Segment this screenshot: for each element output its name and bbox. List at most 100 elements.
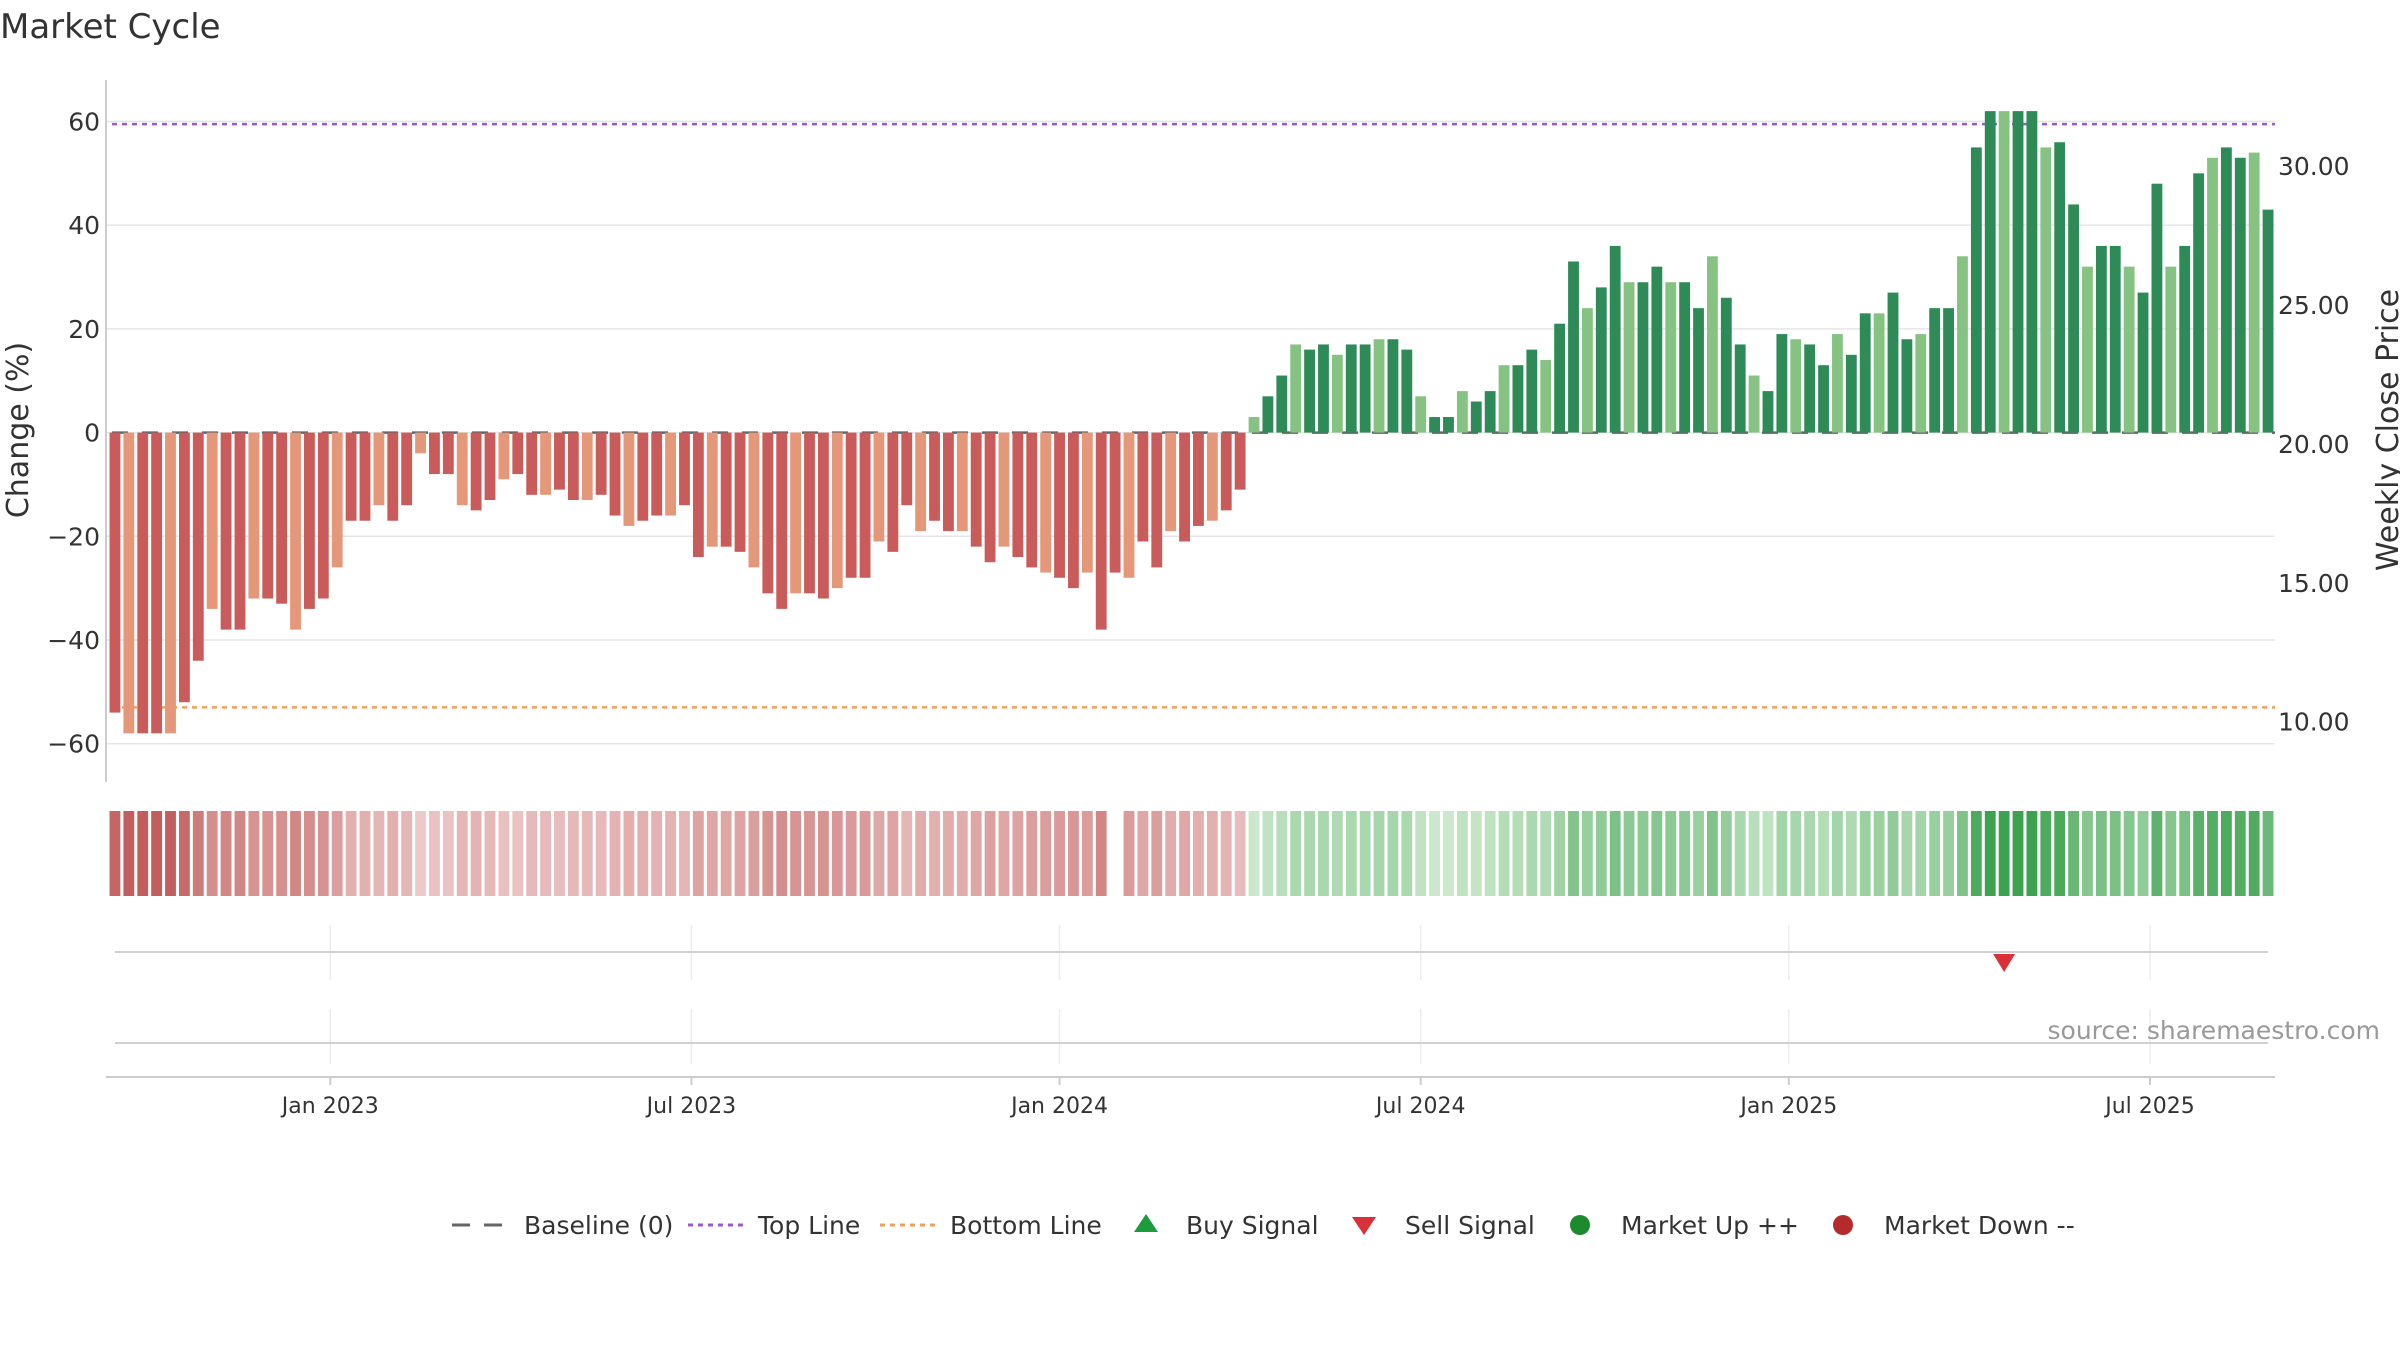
change-bar	[1331, 354, 1343, 433]
heat-cell	[831, 811, 843, 896]
heat-cell	[942, 811, 954, 896]
heat-cell	[734, 811, 746, 896]
legend-item: Market Up ++	[1570, 1211, 1799, 1240]
heat-cell	[2109, 811, 2121, 896]
change-bar	[2040, 147, 2052, 433]
heat-cell	[1957, 811, 1968, 896]
heat-cell	[1665, 811, 1677, 896]
change-bar	[623, 432, 635, 526]
heat-cell	[2165, 811, 2177, 896]
change-bar	[290, 432, 301, 630]
heat-cell	[2123, 811, 2135, 896]
change-bar	[859, 432, 871, 578]
change-bar	[1429, 417, 1441, 433]
change-bar	[1540, 360, 1552, 433]
heat-cell	[1123, 811, 1135, 896]
change-bar	[1970, 147, 1982, 433]
heat-cell	[1484, 811, 1496, 896]
heat-cell	[1720, 811, 1732, 896]
y-tick-label: −20	[47, 522, 100, 551]
change-bar	[387, 432, 399, 521]
change-bar	[331, 432, 343, 568]
change-bar	[790, 432, 802, 594]
change-bar	[1054, 432, 1065, 578]
heat-cell	[901, 811, 913, 896]
heat-cell	[2026, 811, 2038, 896]
heat-cell	[970, 811, 982, 896]
heat-cell	[2179, 811, 2191, 896]
change-bar	[1484, 391, 1496, 433]
change-bar	[1762, 391, 1774, 433]
change-bar	[1623, 282, 1635, 433]
heat-cell	[1248, 811, 1260, 896]
heat-cell	[762, 811, 774, 896]
legend-item: Market Down --	[1833, 1211, 2075, 1240]
change-bar	[1651, 266, 1663, 433]
change-bar	[1248, 417, 1260, 433]
change-bar	[415, 432, 426, 454]
legend-item: Baseline (0)	[452, 1211, 673, 1240]
heat-cell	[929, 811, 940, 896]
heat-cell	[1845, 811, 1857, 896]
heat-cell	[1526, 811, 1538, 896]
heat-cell	[165, 811, 176, 896]
change-bar	[2054, 142, 2066, 433]
change-bar	[1401, 349, 1413, 433]
change-bar	[178, 432, 190, 703]
change-bar	[2082, 266, 2093, 433]
heat-cell	[1470, 811, 1482, 896]
heat-cell	[1387, 811, 1399, 896]
legend-item: Buy Signal	[1134, 1211, 1319, 1240]
change-bar	[2248, 152, 2260, 433]
change-bar	[1234, 432, 1246, 490]
heat-cell	[276, 811, 288, 896]
heat-cell	[1095, 811, 1107, 896]
change-bar	[1957, 256, 1968, 433]
change-bar	[1609, 245, 1621, 433]
change-bar	[1693, 308, 1704, 433]
change-bar	[1123, 432, 1135, 578]
heat-cell	[554, 811, 565, 896]
heat-cell	[415, 811, 426, 896]
change-bar	[1068, 432, 1079, 589]
heat-cell	[1623, 811, 1635, 896]
heat-cell	[2095, 811, 2107, 896]
heat-cell	[915, 811, 927, 896]
x-tick-label: Jan 2025	[1738, 1094, 1837, 1119]
change-bar	[1568, 261, 1579, 433]
change-bar	[1276, 375, 1288, 433]
change-bar	[1387, 339, 1399, 433]
change-bar	[2123, 266, 2135, 433]
heat-cell	[651, 811, 663, 896]
heat-cell	[2220, 811, 2232, 896]
change-bar	[1859, 313, 1871, 433]
change-bar	[1748, 375, 1760, 433]
change-bar	[1845, 354, 1857, 433]
change-bar	[276, 432, 288, 604]
change-bar	[484, 432, 496, 500]
heat-cell	[2012, 811, 2024, 896]
change-bar	[637, 432, 649, 521]
heat-cell	[1859, 811, 1871, 896]
heat-cell	[1943, 811, 1954, 896]
change-bar	[1179, 432, 1190, 542]
heat-cell	[1734, 811, 1746, 896]
heat-cell	[359, 811, 371, 896]
change-bar	[1137, 432, 1149, 542]
legend-label: Top Line	[757, 1211, 860, 1240]
change-bar	[317, 432, 329, 599]
change-bar	[2207, 157, 2218, 433]
heat-cell	[290, 811, 301, 896]
change-bar	[1790, 339, 1802, 433]
heat-cell	[817, 811, 829, 896]
x-tick-label: Jan 2023	[280, 1094, 379, 1119]
heat-cell	[1401, 811, 1413, 896]
change-bar	[929, 432, 940, 521]
heat-cell	[1693, 811, 1704, 896]
heat-cell	[1581, 811, 1593, 896]
change-bar	[942, 432, 954, 532]
change-bar	[1304, 349, 1315, 433]
change-bar	[1887, 292, 1899, 433]
change-bar	[456, 432, 468, 506]
change-bar	[1193, 432, 1204, 526]
